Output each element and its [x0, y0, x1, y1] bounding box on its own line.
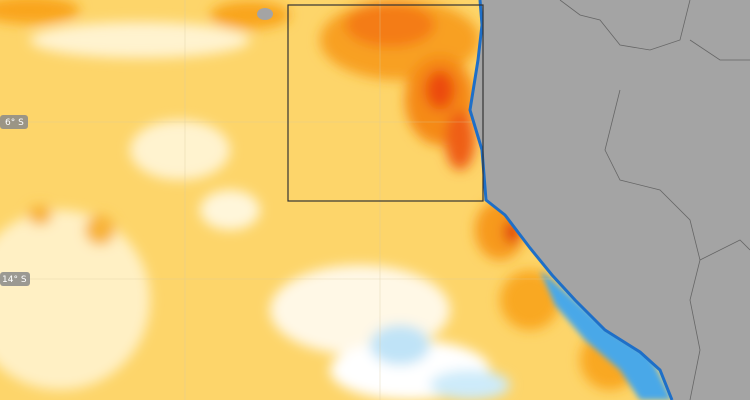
highlight-box — [287, 4, 484, 202]
lat-label: 6° S — [0, 115, 28, 129]
lat-label-text: 14° S — [2, 275, 27, 285]
lat-label: 14° S — [0, 272, 30, 286]
coastline — [468, 0, 674, 400]
anomaly-field — [0, 0, 640, 400]
lat-label-text: 6° S — [5, 118, 24, 128]
coastal-upwelling — [540, 270, 672, 400]
island — [257, 8, 273, 20]
land — [470, 0, 750, 400]
label-badge — [0, 272, 30, 286]
borders — [559, 0, 750, 400]
label-badge — [0, 115, 28, 129]
